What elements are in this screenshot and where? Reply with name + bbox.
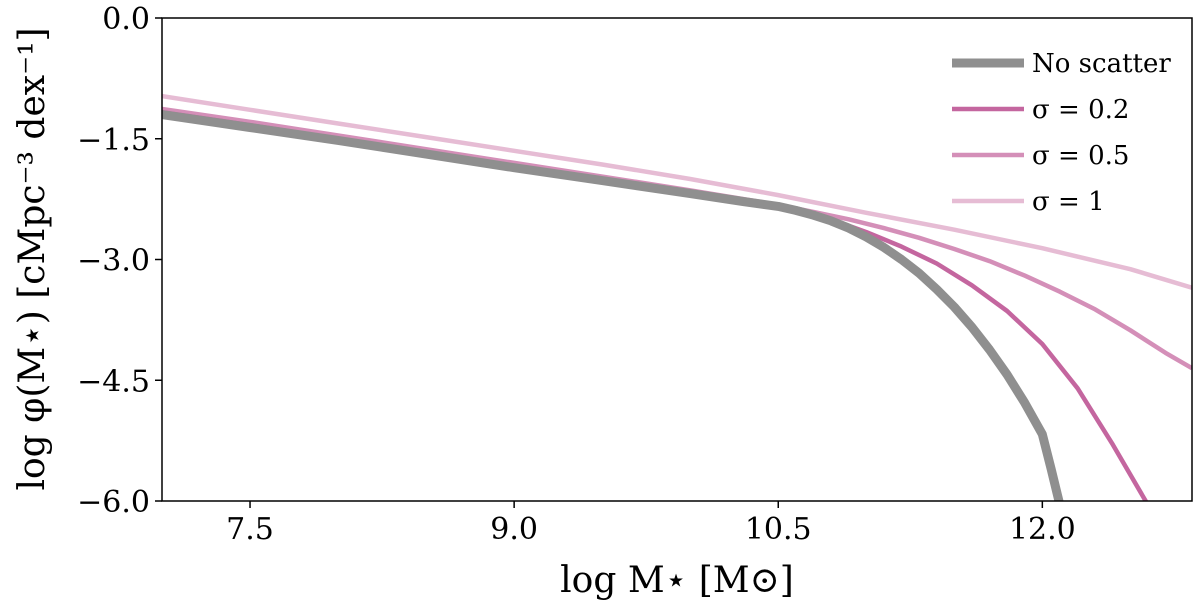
series-line-2 bbox=[162, 106, 1192, 371]
legend-label: σ = 0.5 bbox=[1032, 141, 1129, 171]
y-tick-label: −1.5 bbox=[77, 123, 150, 158]
y-tick-label: 0.0 bbox=[102, 2, 150, 37]
legend-label: σ = 0.2 bbox=[1032, 95, 1129, 125]
y-tick-label: −3.0 bbox=[77, 244, 150, 279]
x-tick-label: 12.0 bbox=[1009, 512, 1076, 547]
x-tick-label: 10.5 bbox=[745, 512, 812, 547]
legend: No scatter σ = 0.2 σ = 0.5 σ = 1 bbox=[952, 49, 1171, 217]
series-line-0 bbox=[162, 110, 1064, 501]
y-tick-label: −6.0 bbox=[77, 485, 150, 520]
y-axis-label: log φ(M⋆) [cMpc⁻³ dex⁻¹] bbox=[12, 27, 53, 490]
y-tick-label: −4.5 bbox=[77, 364, 150, 399]
legend-label: No scatter bbox=[1032, 49, 1171, 79]
x-tick-label: 9.0 bbox=[490, 512, 538, 547]
x-axis-label: log M⋆ [M⊙] bbox=[560, 560, 794, 601]
series-line-3 bbox=[162, 93, 1192, 290]
legend-label: σ = 1 bbox=[1032, 187, 1105, 217]
x-tick-label: 7.5 bbox=[226, 512, 274, 547]
